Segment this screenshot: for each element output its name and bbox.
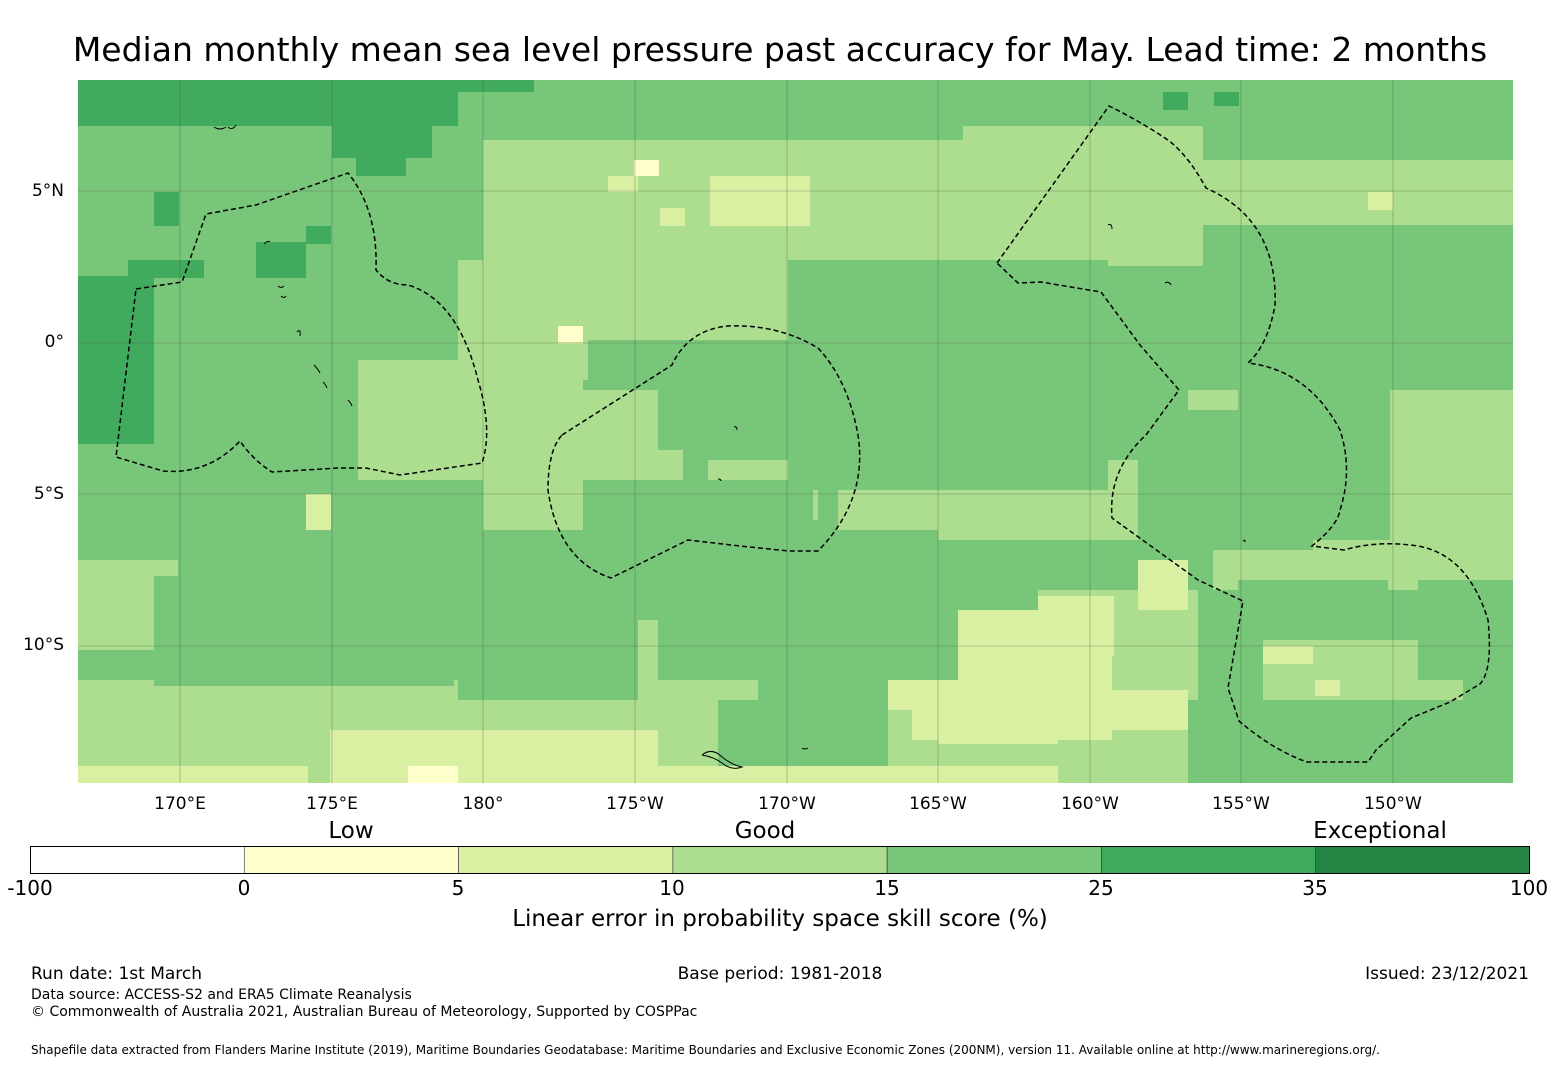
skill-cell: [1163, 92, 1188, 110]
skill-cell: [1188, 700, 1513, 783]
skill-cell: [356, 158, 406, 176]
island-coastlines: [213, 124, 1246, 769]
colorbar-label: Linear error in probability space skill …: [512, 906, 1048, 932]
base-period: Base period: 1981-2018: [677, 964, 883, 984]
lat-label-5n: 5°N: [31, 181, 64, 201]
skill-cell: [332, 126, 432, 158]
legend-category-low: Low: [328, 818, 374, 844]
lon-label-170w: 170°W: [758, 794, 816, 814]
skill-cell: [1290, 225, 1513, 285]
chart-title: Median monthly mean sea level pressure p…: [72, 30, 1488, 69]
skill-cell: [1390, 390, 1513, 550]
skill-cell: [1214, 92, 1239, 106]
skill-cell: [608, 176, 638, 192]
colorbar-segment: [672, 846, 888, 874]
colorbar-frame: [30, 846, 1530, 874]
legend-category-good: Good: [734, 818, 796, 844]
skill-score-map: [78, 80, 1513, 783]
colorbar-tick: -100: [7, 876, 53, 900]
skill-cells: [78, 80, 1513, 783]
skill-cell: [78, 766, 308, 783]
skill-cell: [306, 494, 331, 530]
skill-cell: [154, 576, 454, 686]
colorbar-tick: 5: [451, 876, 465, 900]
skill-cell: [658, 340, 798, 450]
skill-cell: [1315, 680, 1340, 696]
copyright: © Commonwealth of Australia 2021, Austra…: [31, 1004, 698, 1020]
lon-label-175e: 175°E: [306, 794, 358, 814]
lon-label-175w: 175°W: [606, 794, 664, 814]
colorbar-tick: 100: [1509, 876, 1549, 900]
colorbar: [30, 846, 1530, 874]
skill-cell: [408, 766, 458, 783]
colorbar-tick: 10: [659, 876, 685, 900]
lon-label-150w: 150°W: [1364, 794, 1422, 814]
skill-cell: [658, 540, 958, 680]
skill-cell: [1368, 192, 1393, 210]
legend-category-exceptional: Exceptional: [1313, 818, 1447, 844]
skill-cell: [658, 766, 1058, 783]
shapefile-credit: Shapefile data extracted from Flanders M…: [31, 1043, 1380, 1057]
colorbar-segment: [243, 846, 459, 874]
eez-boundary-phoenix: [547, 325, 861, 579]
skill-cell: [963, 126, 1203, 266]
colorbar-segment: [1101, 846, 1317, 874]
skill-cell: [1138, 560, 1188, 610]
lon-label-180: 180°: [462, 794, 504, 814]
colorbar-tick: 0: [237, 876, 251, 900]
colorbar-segment: [886, 846, 1102, 874]
skill-cell: [483, 360, 583, 530]
skill-cell: [1038, 596, 1114, 656]
skill-cell: [154, 192, 179, 226]
skill-cell: [306, 226, 331, 244]
eez-boundary-kiribati-gilbert: [115, 172, 488, 476]
skill-cell: [1038, 690, 1188, 730]
skill-cell: [358, 360, 498, 480]
skill-cell: [1418, 580, 1513, 680]
colorbar-segment: [30, 846, 245, 874]
colorbar-segment: [458, 846, 674, 874]
colorbar-tick: 35: [1302, 876, 1328, 900]
lat-label-5s: 5°S: [33, 484, 64, 504]
skill-cell: [128, 260, 204, 278]
skill-cell: [78, 276, 154, 444]
lon-label-155w: 155°W: [1212, 794, 1270, 814]
skill-cell: [256, 242, 306, 278]
skill-cell: [1138, 410, 1313, 550]
colorbar-tick: 25: [1088, 876, 1114, 900]
skill-cell: [1238, 580, 1388, 640]
gridlines: [78, 80, 1513, 783]
run-date: Run date: 1st March: [31, 964, 203, 984]
skill-cell: [458, 730, 658, 783]
colorbar-tick: 15: [874, 876, 900, 900]
skill-cell: [710, 176, 810, 226]
skill-cell: [558, 326, 583, 342]
eez-boundaries: [115, 105, 1491, 763]
skill-cell: [78, 80, 534, 92]
skill-cell: [1188, 290, 1513, 390]
lon-label-160w: 160°W: [1061, 794, 1119, 814]
lat-label-10s: 10°S: [23, 635, 64, 655]
data-source: Data source: ACCESS-S2 and ERA5 Climate …: [31, 987, 412, 1003]
lon-label-165w: 165°W: [909, 794, 967, 814]
skill-cell: [634, 160, 659, 176]
colorbar-segment: [1315, 846, 1530, 874]
lon-label-170e: 170°E: [154, 794, 206, 814]
issued-date: Issued: 23/12/2021: [1365, 964, 1529, 984]
skill-cell: [788, 260, 1108, 490]
skill-cell: [1188, 160, 1513, 225]
skill-cell: [660, 208, 685, 226]
lat-label-0: 0°: [44, 332, 64, 352]
eez-boundary-line-islands: [996, 105, 1491, 763]
skill-cell: [1263, 646, 1313, 664]
